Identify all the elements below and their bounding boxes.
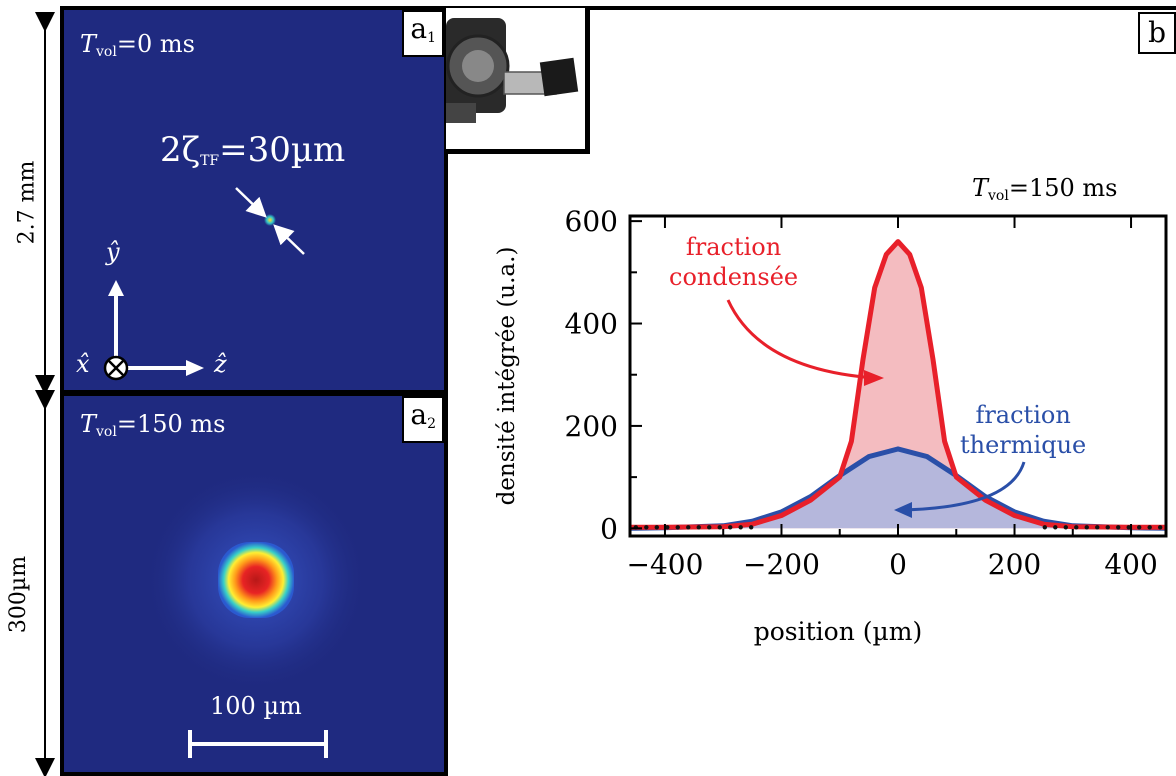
data-point <box>1147 525 1152 530</box>
axis-label-x: x̂ <box>76 350 90 378</box>
data-point <box>728 525 733 530</box>
data-point <box>675 525 680 530</box>
x-axis-label: position (µm) <box>754 617 922 646</box>
y-tick-label: 200 <box>565 410 618 443</box>
condensed-annotation-arrow <box>726 299 877 380</box>
data-point <box>1074 525 1079 530</box>
condensed-area <box>630 241 1166 529</box>
panel-a1-tvol: Tvol=0 ms <box>80 30 195 60</box>
data-point <box>1105 525 1110 530</box>
y-axis-label: densité intégrée (u.a.) <box>494 247 520 506</box>
vacuum-chamber-image <box>446 18 579 123</box>
data-point <box>686 525 691 530</box>
panel-a2: Tvol=150 ms a2 100 µm <box>60 392 448 776</box>
size-arrow-upper <box>235 187 267 218</box>
y-tick-label: 600 <box>565 205 618 238</box>
condensate-cloud <box>218 542 294 618</box>
data-point <box>654 525 659 530</box>
x-tick-label: −400 <box>627 548 704 581</box>
data-point <box>1042 525 1048 530</box>
panel-a2-label: a2 <box>402 396 444 443</box>
data-point <box>1157 525 1163 530</box>
condensed-arrowhead <box>864 370 884 386</box>
panel-a1-label: a1 <box>402 10 444 57</box>
data-point <box>707 525 712 530</box>
axis-label-y: ŷ <box>106 238 120 266</box>
data-point <box>1126 525 1131 530</box>
panel-a2-graphics <box>144 468 368 758</box>
data-point <box>665 525 670 530</box>
scale-bar-label: 100 µm <box>210 692 302 720</box>
axis-label-z: ẑ <box>214 350 227 378</box>
thermal-annotation-arrow <box>899 461 1026 512</box>
thermal-area <box>630 449 1166 529</box>
series-condensed-line <box>630 239 1166 530</box>
annotation-thermal: fraction thermique <box>960 401 1087 459</box>
data-point <box>1084 525 1089 530</box>
y-tick-label: 400 <box>565 308 618 341</box>
thermal-arrowhead <box>894 502 912 518</box>
data-point <box>1095 525 1100 530</box>
x-tick-label: −200 <box>743 548 820 581</box>
data-point <box>738 525 743 530</box>
panel-b-label: b <box>1138 12 1176 54</box>
y-tick-label: 0 <box>600 512 618 545</box>
data-point <box>696 525 701 530</box>
annotation-condensed: fraction condensée <box>669 233 799 291</box>
x-tick-label: 0 <box>889 548 907 581</box>
data-point <box>1116 525 1121 530</box>
x-tick-label: 400 <box>1104 548 1157 581</box>
chamber-photo <box>446 8 590 154</box>
panel-a2-tvol: Tvol=150 ms <box>80 410 226 440</box>
x-tick-label: 200 <box>988 548 1041 581</box>
panel-b-tvol: Tvol=150 ms <box>972 174 1118 204</box>
condensate-spot <box>264 214 276 226</box>
data-point <box>644 525 649 530</box>
size-arrow-lower <box>273 224 305 255</box>
data-point <box>1053 525 1058 530</box>
panel-a1-graphics <box>103 187 305 381</box>
data-point <box>717 525 722 530</box>
panel-a1: Tvol=0 ms a1 2ζTF=30µm ŷ x̂ ẑ <box>60 6 448 394</box>
dimension-arrows <box>35 12 55 776</box>
data-point <box>1137 525 1142 530</box>
data-point <box>748 525 754 530</box>
data-point <box>1063 525 1068 530</box>
cloud-size-annotation: 2ζTF=30µm <box>160 130 346 170</box>
